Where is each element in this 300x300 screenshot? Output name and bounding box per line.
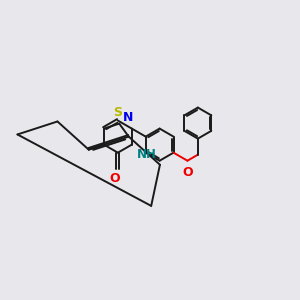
- Text: N: N: [123, 111, 133, 124]
- Text: NH: NH: [136, 148, 157, 161]
- Text: O: O: [110, 172, 120, 185]
- Text: S: S: [113, 106, 122, 119]
- Text: O: O: [182, 166, 193, 178]
